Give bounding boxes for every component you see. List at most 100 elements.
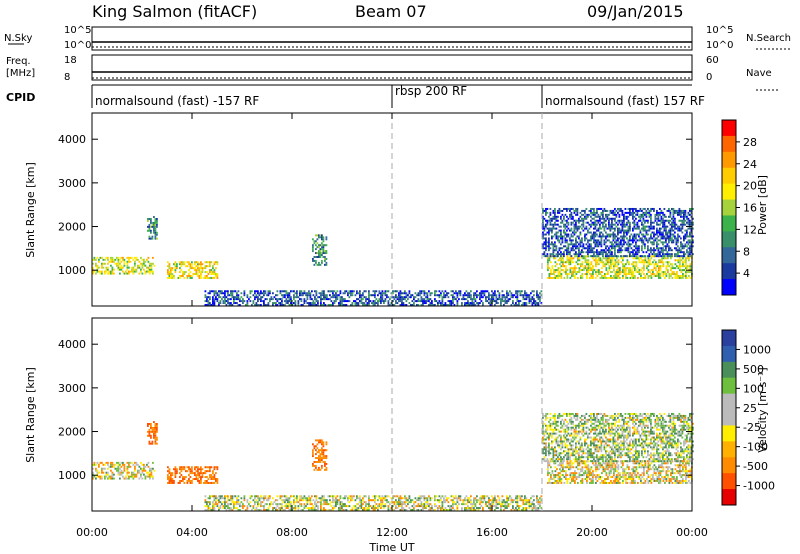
power-cell xyxy=(634,267,636,270)
power-cell xyxy=(676,271,678,274)
velocity-cell xyxy=(503,501,505,504)
power-cell xyxy=(122,266,124,269)
power-cell xyxy=(267,304,270,306)
power-cell xyxy=(641,215,643,218)
power-cell xyxy=(616,274,618,277)
power-cell xyxy=(294,296,297,299)
power-cell xyxy=(150,231,152,234)
power-cell xyxy=(688,259,690,262)
power-cell xyxy=(153,225,155,228)
velocity-cell xyxy=(498,497,501,500)
velocity-cell xyxy=(325,441,328,444)
power-cell xyxy=(322,236,325,239)
power-cell xyxy=(602,253,604,256)
velocity-cell xyxy=(321,449,323,452)
power-cell xyxy=(678,251,681,254)
power-cell xyxy=(141,262,144,265)
power-cell xyxy=(587,229,589,232)
power-cell xyxy=(652,273,654,275)
velocity-cell xyxy=(525,507,528,510)
power-cell xyxy=(614,265,617,268)
power-cell xyxy=(600,231,603,234)
power-cell xyxy=(557,209,559,212)
power-cell xyxy=(92,266,94,269)
power-cell xyxy=(581,227,583,230)
power-cell xyxy=(345,304,348,306)
power-cell xyxy=(546,219,549,222)
velocity-cell xyxy=(110,469,112,472)
power-cell xyxy=(672,213,675,216)
power-cell xyxy=(558,207,561,210)
power-cell xyxy=(335,292,337,295)
power-cell xyxy=(542,227,544,230)
power-cell xyxy=(612,245,615,248)
power-cell xyxy=(300,304,303,306)
power-cell xyxy=(594,231,597,234)
velocity-cell xyxy=(257,509,259,511)
power-cell xyxy=(342,292,345,295)
power-cell xyxy=(458,290,460,293)
power-cell xyxy=(470,302,472,305)
power-cell xyxy=(494,294,496,297)
velocity-cell xyxy=(339,497,342,500)
power-cell xyxy=(591,221,594,224)
velocity-cell xyxy=(515,497,517,500)
power-cell xyxy=(275,304,277,306)
power-cell xyxy=(551,241,553,244)
power-cell xyxy=(680,211,682,214)
power-cell xyxy=(623,237,625,240)
power-cell xyxy=(308,294,310,297)
velocity-cell xyxy=(483,499,486,502)
power-cell xyxy=(507,292,510,295)
velocity-cell xyxy=(390,507,393,510)
power-cell xyxy=(599,207,601,210)
power-cell xyxy=(590,209,592,212)
power-cell xyxy=(570,213,573,216)
velocity-cell xyxy=(425,507,427,510)
power-cell xyxy=(275,302,277,305)
velocity-cell xyxy=(101,467,103,470)
power-cell xyxy=(548,219,550,222)
velocity-cell xyxy=(203,472,205,475)
velocity-cell xyxy=(473,503,475,506)
velocity-cell xyxy=(246,499,249,502)
velocity-cell xyxy=(141,477,144,480)
power-cell xyxy=(635,261,638,264)
velocity-cell xyxy=(278,507,280,510)
power-cell xyxy=(587,241,589,244)
power-cell xyxy=(313,259,316,262)
power-cell xyxy=(680,255,682,258)
velocity-cell xyxy=(126,477,129,480)
velocity-cell xyxy=(275,499,277,502)
power-cell xyxy=(555,227,558,230)
power-cell xyxy=(276,290,279,293)
velocity-cell xyxy=(320,507,322,510)
power-cell xyxy=(588,227,591,230)
velocity-cell xyxy=(180,468,183,471)
power-cell xyxy=(560,243,562,246)
power-cell xyxy=(689,263,692,266)
power-cell xyxy=(548,257,551,260)
velocity-cell xyxy=(315,457,317,460)
power-cell xyxy=(489,298,492,301)
velocity-cell xyxy=(338,509,340,511)
velocity-cell xyxy=(332,509,334,511)
power-cell xyxy=(687,243,690,246)
velocity-cell xyxy=(204,476,207,479)
power-cell xyxy=(599,253,601,256)
velocity-cell xyxy=(504,501,507,504)
velocity-cell xyxy=(486,495,489,498)
power-cell xyxy=(167,273,169,275)
power-cell xyxy=(660,255,663,258)
power-cell xyxy=(300,298,303,301)
power-cell xyxy=(665,273,668,275)
power-cell xyxy=(564,207,567,210)
velocity-cell xyxy=(234,507,237,510)
velocity-cell xyxy=(254,503,256,506)
velocity-cell xyxy=(206,470,208,473)
power-cell xyxy=(641,255,643,258)
velocity-cell xyxy=(237,499,240,502)
power-cell xyxy=(275,298,277,301)
velocity-cell xyxy=(230,507,232,510)
